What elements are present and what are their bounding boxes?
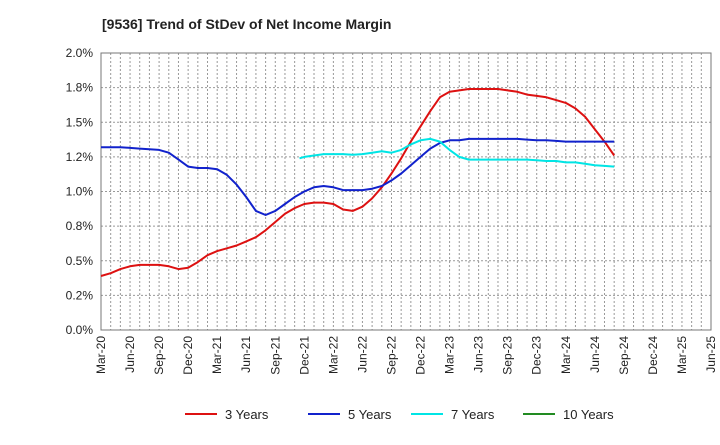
- x-tick-label: Sep-21: [268, 336, 282, 375]
- series-line-5-years: [101, 137, 615, 216]
- x-tick-label: Sep-20: [152, 336, 166, 375]
- x-tick-label: Jun-22: [355, 336, 369, 373]
- y-tick-label: 0.0%: [66, 323, 94, 337]
- legend-label: 10 Years: [563, 407, 614, 422]
- x-tick-label: Dec-24: [646, 336, 660, 375]
- x-tick-label: Jun-24: [588, 336, 602, 373]
- legend-label: 5 Years: [348, 407, 392, 422]
- x-tick-label: Mar-21: [210, 336, 224, 374]
- y-tick-label: 1.0%: [66, 185, 94, 199]
- y-tick-label: 2.0%: [66, 46, 94, 60]
- chart-title: [9536] Trend of StDev of Net Income Marg…: [102, 16, 391, 32]
- series-layer: [100, 88, 616, 277]
- x-tick-label: Dec-23: [530, 336, 544, 375]
- x-tick-label: Jun-21: [239, 336, 253, 373]
- legend-label: 3 Years: [225, 407, 269, 422]
- y-tick-label: 1.8%: [66, 81, 94, 95]
- x-tick-label: Mar-24: [559, 336, 573, 374]
- x-tick-label: Sep-24: [617, 336, 631, 375]
- x-axis: Mar-20 Jun-20 Sep-20 Dec-20 Mar-21 Jun-21 Sep-…: [94, 336, 718, 375]
- legend: 3 Years 5 Years 7 Years 10 Years: [185, 407, 614, 422]
- y-tick-label: 0.5%: [66, 254, 94, 268]
- series-line-7-years: [299, 137, 615, 168]
- y-tick-label: 1.5%: [66, 115, 94, 129]
- x-tick-label: Mar-20: [94, 336, 108, 374]
- series-line-3-years: [100, 88, 616, 277]
- x-tick-label: Mar-25: [675, 336, 689, 374]
- y-tick-label: 0.8%: [66, 219, 94, 233]
- x-tick-label: Dec-20: [181, 336, 195, 375]
- x-tick-label: Jun-25: [704, 336, 718, 373]
- x-tick-label: Sep-23: [501, 336, 515, 375]
- x-tick-label: Sep-22: [384, 336, 398, 375]
- x-tick-label: Jun-20: [123, 336, 137, 373]
- legend-label: 7 Years: [451, 407, 495, 422]
- y-axis: 0.0% 0.2% 0.5% 0.8% 1.0% 1.2% 1.5% 1.8% 2.0%: [66, 46, 94, 337]
- plot-frame: [100, 52, 712, 331]
- x-tick-label: Dec-22: [414, 336, 428, 375]
- y-tick-label: 1.2%: [66, 150, 94, 164]
- x-tick-label: Mar-23: [443, 336, 457, 374]
- x-tick-label: Dec-21: [297, 336, 311, 375]
- grid-layer: [101, 53, 711, 330]
- y-tick-label: 0.2%: [66, 288, 94, 302]
- x-tick-label: Jun-23: [472, 336, 486, 373]
- x-tick-label: Mar-22: [326, 336, 340, 374]
